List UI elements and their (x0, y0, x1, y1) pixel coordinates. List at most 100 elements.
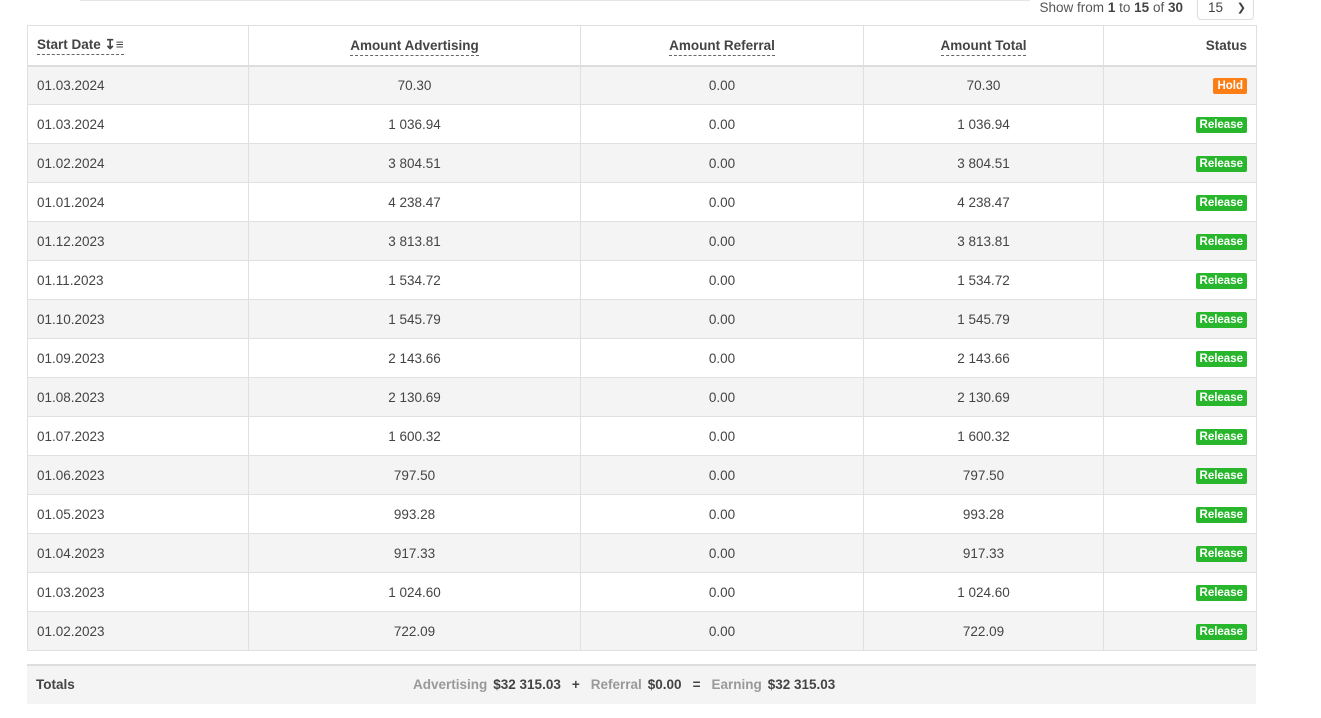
column-amount-advertising[interactable]: Amount Advertising (248, 25, 581, 67)
cell-amount-total: 3 813.81 (863, 221, 1104, 261)
cell-status: Release (1103, 416, 1257, 456)
cell-amount-total: 2 130.69 (863, 377, 1104, 417)
status-badge: Release (1195, 506, 1247, 523)
cell-status: Release (1103, 143, 1257, 183)
cell-status: Release (1103, 221, 1257, 261)
table-row: 01.04.2023 917.33 0.00 917.33 Release (27, 533, 1257, 573)
cell-amount-advertising: 2 143.66 (248, 338, 581, 378)
table-row: 01.06.2023 797.50 0.00 797.50 Release (27, 455, 1257, 495)
cell-amount-total: 917.33 (863, 533, 1104, 573)
cell-amount-total: 993.28 (863, 494, 1104, 534)
status-badge: Release (1195, 623, 1247, 640)
cell-status: Release (1103, 104, 1257, 144)
cell-start-date: 01.02.2024 (27, 143, 249, 183)
cell-amount-referral: 0.00 (580, 182, 864, 222)
cell-status: Release (1103, 611, 1257, 651)
cell-amount-advertising: 1 036.94 (248, 104, 581, 144)
status-badge: Release (1195, 350, 1247, 367)
cell-status: Release (1103, 455, 1257, 495)
sort-amount-down-icon: ↧≡ (104, 37, 124, 53)
cell-start-date: 01.09.2023 (27, 338, 249, 378)
cell-amount-referral: 0.00 (580, 494, 864, 534)
totals-summary: Advertising $32 315.03 + Referral $0.00 = Earn… (413, 677, 836, 692)
cell-start-date: 01.03.2024 (27, 65, 249, 105)
cell-amount-advertising: 4 238.47 (248, 182, 581, 222)
cell-amount-advertising: 722.09 (248, 611, 581, 651)
cell-amount-referral: 0.00 (580, 533, 864, 573)
table-row: 01.12.2023 3 813.81 0.00 3 813.81 Release (27, 221, 1257, 261)
cell-start-date: 01.02.2023 (27, 611, 249, 651)
cell-amount-referral: 0.00 (580, 572, 864, 612)
status-badge: Hold (1213, 77, 1247, 94)
cell-status: Release (1103, 299, 1257, 339)
per-page-select[interactable]: 15 ❯ (1197, 0, 1254, 20)
table-row: 01.02.2023 722.09 0.00 722.09 Release (27, 611, 1257, 651)
cell-status: Release (1103, 260, 1257, 300)
cell-status: Hold (1103, 65, 1257, 105)
cell-status: Release (1103, 533, 1257, 573)
cell-start-date: 01.08.2023 (27, 377, 249, 417)
cell-status: Release (1103, 377, 1257, 417)
cell-amount-referral: 0.00 (580, 65, 864, 105)
cell-amount-advertising: 2 130.69 (248, 377, 581, 417)
earnings-table: Start Date ↧≡ Amount Advertising Amount … (27, 25, 1257, 651)
status-badge: Release (1195, 311, 1247, 328)
table-row: 01.02.2024 3 804.51 0.00 3 804.51 Release (27, 143, 1257, 183)
table-row: 01.01.2024 4 238.47 0.00 4 238.47 Release (27, 182, 1257, 222)
status-badge: Release (1195, 389, 1247, 406)
status-badge: Release (1195, 272, 1247, 289)
column-amount-referral[interactable]: Amount Referral (580, 25, 864, 67)
cell-amount-total: 1 600.32 (863, 416, 1104, 456)
table-row: 01.09.2023 2 143.66 0.00 2 143.66 Release (27, 338, 1257, 378)
cell-amount-referral: 0.00 (580, 104, 864, 144)
cell-amount-advertising: 1 600.32 (248, 416, 581, 456)
cell-amount-advertising: 70.30 (248, 65, 581, 105)
cell-amount-advertising: 1 534.72 (248, 260, 581, 300)
totals-row: Totals Advertising $32 315.03 + Referral $0.… (27, 664, 1256, 704)
cell-amount-total: 3 804.51 (863, 143, 1104, 183)
cell-amount-referral: 0.00 (580, 416, 864, 456)
cell-status: Release (1103, 338, 1257, 378)
cell-start-date: 01.04.2023 (27, 533, 249, 573)
table-row: 01.10.2023 1 545.79 0.00 1 545.79 Release (27, 299, 1257, 339)
cell-start-date: 01.10.2023 (27, 299, 249, 339)
cell-start-date: 01.03.2024 (27, 104, 249, 144)
cell-amount-advertising: 3 813.81 (248, 221, 581, 261)
table-row: 01.11.2023 1 534.72 0.00 1 534.72 Release (27, 260, 1257, 300)
pagination-info: Show from 1 to 15 of 30 (1039, 0, 1183, 15)
cell-amount-referral: 0.00 (580, 260, 864, 300)
cell-start-date: 01.12.2023 (27, 221, 249, 261)
cell-amount-referral: 0.00 (580, 611, 864, 651)
cell-amount-referral: 0.00 (580, 299, 864, 339)
table-row: 01.07.2023 1 600.32 0.00 1 600.32 Release (27, 416, 1257, 456)
chevron-down-icon: ❯ (1236, 2, 1246, 14)
cell-start-date: 01.06.2023 (27, 455, 249, 495)
cell-status: Release (1103, 494, 1257, 534)
cell-start-date: 01.03.2023 (27, 572, 249, 612)
status-badge: Release (1195, 194, 1247, 211)
cell-amount-advertising: 917.33 (248, 533, 581, 573)
status-badge: Release (1195, 467, 1247, 484)
cell-amount-total: 70.30 (863, 65, 1104, 105)
cell-amount-advertising: 3 804.51 (248, 143, 581, 183)
cell-amount-total: 1 036.94 (863, 104, 1104, 144)
cell-status: Release (1103, 182, 1257, 222)
cell-amount-advertising: 797.50 (248, 455, 581, 495)
table-row: 01.03.2024 1 036.94 0.00 1 036.94 Release (27, 104, 1257, 144)
table-row: 01.05.2023 993.28 0.00 993.28 Release (27, 494, 1257, 534)
cell-amount-referral: 0.00 (580, 455, 864, 495)
cell-amount-referral: 0.00 (580, 221, 864, 261)
cell-amount-total: 1 534.72 (863, 260, 1104, 300)
cell-amount-advertising: 993.28 (248, 494, 581, 534)
status-badge: Release (1195, 584, 1247, 601)
cell-amount-advertising: 1 545.79 (248, 299, 581, 339)
status-badge: Release (1195, 545, 1247, 562)
divider (80, 0, 1030, 1)
table-header: Start Date ↧≡ Amount Advertising Amount … (27, 25, 1257, 67)
cell-amount-referral: 0.00 (580, 338, 864, 378)
column-start-date[interactable]: Start Date ↧≡ (27, 25, 249, 67)
cell-status: Release (1103, 572, 1257, 612)
cell-amount-referral: 0.00 (580, 377, 864, 417)
column-amount-total[interactable]: Amount Total (863, 25, 1104, 67)
cell-start-date: 01.11.2023 (27, 260, 249, 300)
